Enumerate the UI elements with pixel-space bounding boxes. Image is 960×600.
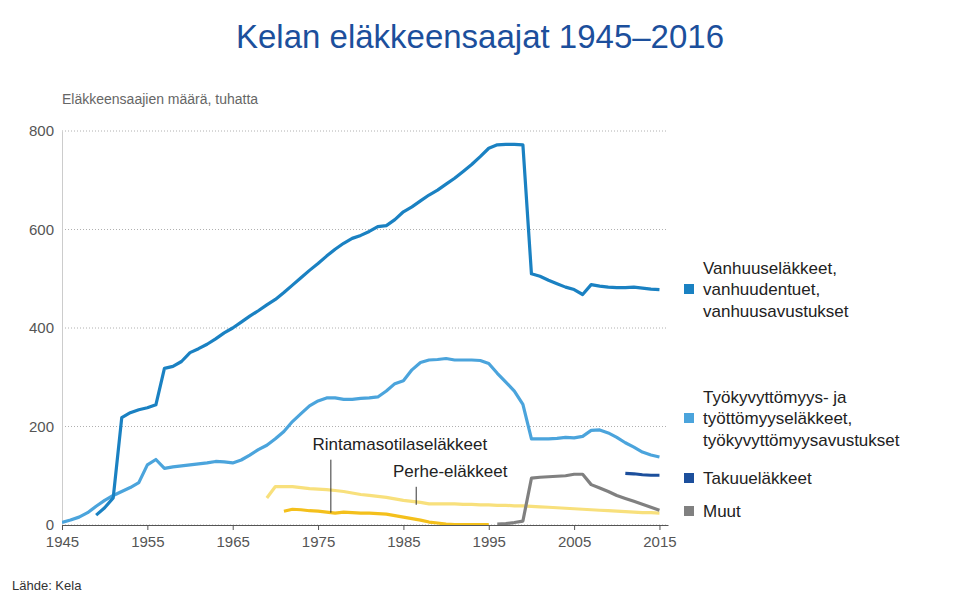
x-tick: 1965 (217, 525, 250, 550)
y-tick-label: 0 (46, 516, 54, 533)
y-tick-label: 200 (29, 418, 54, 435)
x-tick-label: 1985 (387, 533, 420, 550)
source: Lähde: Kela (12, 578, 82, 593)
series-line (497, 474, 659, 524)
x-tick: 1995 (473, 525, 506, 550)
x-tick-mark (233, 525, 234, 530)
annotation: Rintamasotilaseläkkeet (312, 435, 487, 454)
annotation: Perhe-eläkkeet (393, 462, 508, 481)
y-tick: 400 (29, 319, 62, 336)
y-axis: 0 200 400 600 800 (29, 122, 63, 533)
title: Kelan eläkkeensaajat 1945–2016 (236, 18, 724, 55)
legend-label: Työkyvyttömyys- jatyöttömyyseläkkeet,työ… (703, 388, 900, 450)
x-tick-label: 1945 (46, 533, 79, 550)
y-tick: 200 (29, 418, 62, 435)
grid-line (62, 229, 668, 230)
x-tick-mark (147, 525, 148, 530)
legend-label: Takuueläkkeet (703, 469, 812, 488)
x-axis-line (63, 525, 669, 526)
legend-label: Vanhuuseläkkeet,vanhuudentuet,vanhuusavu… (703, 259, 849, 321)
legend-swatch (684, 413, 694, 423)
x-tick-label: 1995 (473, 533, 506, 550)
grid-line (62, 131, 668, 132)
x-tick: 1975 (302, 525, 335, 550)
y-tick-label: 400 (29, 319, 54, 336)
x-tick-mark (62, 525, 63, 530)
legend-swatch (684, 473, 694, 483)
x-tick-label: 1975 (302, 533, 335, 550)
series-line (96, 144, 659, 515)
series-line (267, 487, 660, 514)
x-tick-label: 2005 (558, 533, 591, 550)
grid-line (62, 426, 668, 427)
y-tick-label: 800 (29, 122, 54, 139)
x-tick-mark (318, 525, 319, 530)
y-tick: 600 (29, 221, 62, 238)
y-tick-label: 600 (29, 221, 54, 238)
annotations: Rintamasotilaseläkkeet Perhe-eläkkeet (312, 435, 507, 513)
y-tick: 0 (46, 516, 62, 533)
grid (62, 131, 668, 525)
x-tick-mark (403, 525, 404, 530)
x-tick-label: 2015 (643, 533, 676, 550)
x-tick-label: 1955 (131, 533, 164, 550)
chart: Kelan eläkkeensaajat 1945–2016 Eläkkeensa… (0, 0, 960, 600)
x-tick-mark (659, 525, 660, 530)
series-line (284, 509, 489, 524)
legend-swatch (684, 506, 694, 516)
legend-swatch (684, 284, 694, 294)
x-tick-mark (574, 525, 575, 530)
y-axis-line (62, 132, 63, 526)
lines (62, 144, 659, 524)
legend-label: Muut (703, 502, 741, 521)
legend: Vanhuuseläkkeet,vanhuudentuet,vanhuusavu… (684, 259, 900, 522)
y-tick: 800 (29, 122, 62, 139)
x-tick: 2015 (643, 525, 676, 550)
x-tick-mark (489, 525, 490, 530)
grid-line (62, 525, 668, 526)
annotation-leader (416, 487, 417, 505)
x-tick-label: 1965 (217, 533, 250, 550)
grid-line (62, 328, 668, 329)
x-tick: 1955 (131, 525, 164, 550)
x-tick: 1985 (387, 525, 420, 550)
x-tick: 1945 (46, 525, 79, 550)
x-tick: 2005 (558, 525, 591, 550)
annotation-leader (330, 460, 331, 513)
series-line (625, 473, 659, 475)
x-axis: 1945 1955 1965 1975 1985 1995 2005 2015 (46, 525, 677, 550)
series-line (62, 359, 659, 523)
y-axis-title: Eläkkeensaajien määrä, tuhatta (62, 91, 258, 107)
